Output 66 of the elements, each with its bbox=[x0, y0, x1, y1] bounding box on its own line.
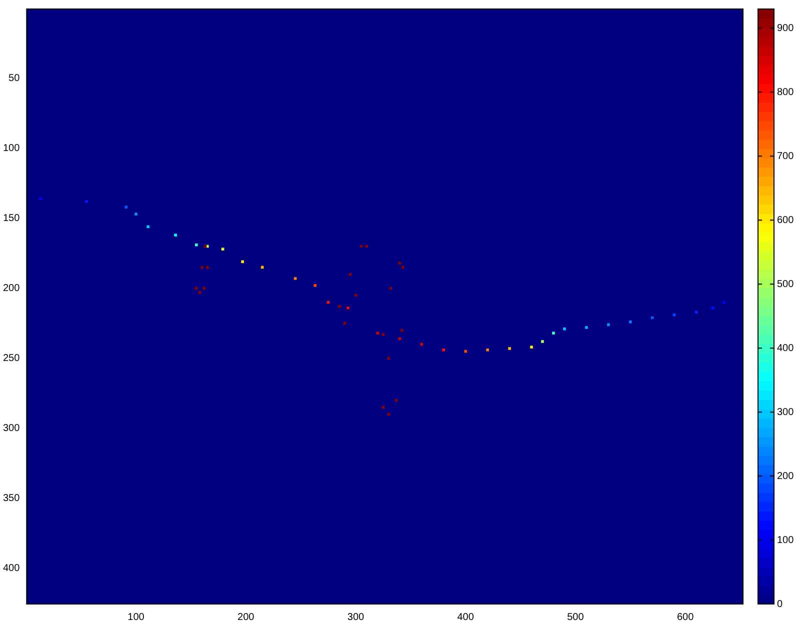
x-tick-label: 300 bbox=[347, 612, 365, 623]
point bbox=[541, 340, 544, 343]
point bbox=[195, 286, 198, 290]
point bbox=[711, 306, 714, 310]
point bbox=[585, 326, 588, 329]
point bbox=[694, 310, 698, 314]
y-tick-label: 50 bbox=[8, 73, 20, 84]
x-tick-label: 200 bbox=[238, 612, 255, 623]
y-tick-label: 250 bbox=[2, 353, 20, 364]
x-tick-label: 400 bbox=[457, 612, 474, 623]
color-bar-label: 700 bbox=[777, 150, 794, 162]
point bbox=[389, 286, 392, 290]
point bbox=[174, 234, 177, 237]
point bbox=[260, 266, 264, 269]
point bbox=[376, 332, 380, 335]
point bbox=[486, 348, 489, 352]
point bbox=[85, 200, 88, 203]
point bbox=[464, 350, 468, 353]
point bbox=[346, 306, 350, 310]
point bbox=[314, 284, 316, 287]
x-tick-label: 100 bbox=[128, 612, 145, 623]
color-bar-label: 200 bbox=[777, 470, 794, 482]
point bbox=[530, 346, 533, 349]
point bbox=[221, 248, 224, 251]
color-bar-label: 800 bbox=[777, 86, 794, 98]
point bbox=[508, 347, 511, 350]
y-tick-label: 400 bbox=[2, 563, 20, 574]
point bbox=[442, 348, 446, 352]
point bbox=[398, 262, 402, 265]
point bbox=[200, 266, 204, 269]
point bbox=[650, 316, 654, 320]
point bbox=[195, 243, 198, 246]
point bbox=[134, 212, 138, 216]
point bbox=[39, 197, 42, 200]
y-tick-label: 200 bbox=[2, 283, 20, 294]
color-bar-label: 0 bbox=[777, 598, 783, 610]
x-tick-label: 500 bbox=[567, 612, 584, 623]
point bbox=[294, 277, 297, 280]
x-tick-label: 600 bbox=[676, 612, 694, 623]
point bbox=[394, 398, 398, 402]
point bbox=[607, 323, 610, 326]
point bbox=[146, 225, 150, 228]
point bbox=[672, 313, 676, 316]
y-tick-label: 300 bbox=[2, 423, 20, 434]
color-bar-label: 300 bbox=[777, 406, 794, 418]
color-bar-label: 600 bbox=[777, 214, 794, 226]
point bbox=[241, 260, 244, 264]
y-tick-label: 350 bbox=[2, 493, 20, 504]
color-bar-label: 500 bbox=[777, 278, 794, 290]
color-bar-label: 900 bbox=[777, 22, 794, 34]
y-tick-label: 100 bbox=[2, 143, 20, 154]
point bbox=[628, 320, 632, 324]
point bbox=[563, 327, 566, 330]
point bbox=[124, 206, 128, 209]
point bbox=[198, 291, 202, 294]
point bbox=[382, 333, 385, 336]
point bbox=[338, 305, 341, 308]
point bbox=[552, 332, 555, 335]
point bbox=[420, 342, 424, 346]
point bbox=[202, 286, 206, 290]
y-tick-label: 150 bbox=[2, 213, 20, 224]
point bbox=[206, 266, 209, 269]
point bbox=[402, 266, 404, 269]
point bbox=[400, 328, 404, 332]
color-bar-label: 400 bbox=[777, 342, 794, 354]
color-bar-label: 100 bbox=[777, 534, 794, 546]
